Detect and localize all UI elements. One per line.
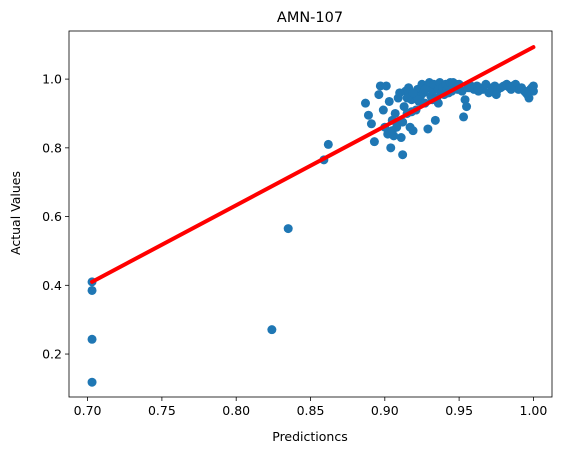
scatter-point-96: [395, 88, 405, 98]
scatter-point-106: [408, 88, 418, 98]
scatter-point-22: [390, 108, 400, 118]
scatter-point-44: [423, 124, 433, 134]
scatter-point-7: [323, 139, 333, 149]
scatter-point-28: [399, 102, 409, 112]
y-tick-label-2: 0.6: [42, 209, 62, 224]
scatter-point-26: [396, 133, 406, 143]
scatter-point-1: [87, 285, 97, 295]
scatter-point-97: [402, 93, 412, 103]
scatter-point-95: [528, 86, 538, 96]
scatter-point-11: [369, 137, 379, 147]
x-tick-label-1: 0.75: [148, 403, 176, 418]
scatter-point-113: [521, 88, 531, 98]
y-tick-label-1: 0.4: [42, 278, 62, 293]
y-axis-label: Actual Values: [8, 171, 23, 255]
scatter-point-110: [473, 86, 483, 96]
scatter-point-109: [465, 83, 475, 93]
x-tick-label-4: 0.90: [371, 403, 399, 418]
scatter-point-4: [267, 325, 277, 335]
x-tick-label-0: 0.70: [74, 403, 102, 418]
x-tick-label-2: 0.80: [222, 403, 250, 418]
scatter-point-10: [366, 119, 376, 129]
scatter-point-19: [386, 143, 396, 153]
scatter-point-112: [506, 84, 516, 94]
y-tick-label-0: 0.2: [42, 347, 62, 362]
scatter-point-104: [413, 95, 422, 105]
scatter-point-68: [460, 95, 470, 105]
scatter-point-8: [360, 98, 370, 108]
scatter-point-9: [363, 110, 373, 120]
scatter-point-12: [374, 90, 384, 100]
scatter-point-98: [387, 126, 397, 136]
x-axis-label: Predictioncs: [272, 429, 347, 444]
scatter-point-3: [87, 377, 97, 387]
y-tick-label-3: 0.8: [42, 140, 62, 155]
regression-line: [90, 45, 536, 284]
scatter-point-2: [87, 334, 97, 344]
fit-line-layer: [90, 45, 536, 284]
scatter-point-69: [462, 102, 472, 112]
scatter-point-5: [283, 224, 293, 234]
scatter-point-34: [408, 126, 418, 136]
scatter-point-111: [491, 90, 501, 100]
x-tick-label-5: 0.95: [445, 403, 473, 418]
scatter-point-67: [459, 112, 469, 122]
chart-title: AMN-107: [277, 10, 343, 26]
scatter-point-100: [420, 84, 430, 94]
scatter-point-16: [381, 81, 391, 91]
scatter-point-49: [430, 115, 440, 125]
scatter-point-14: [378, 105, 388, 115]
scatter-point-18: [384, 96, 394, 106]
scatter-points: [87, 78, 538, 387]
x-tick-label-3: 0.85: [297, 403, 325, 418]
axes: 0.70 0.75 0.80 0.85 0.90 0.95 1.00 0.2 0.4 0.6 0.8…: [42, 30, 553, 418]
y-tick-label-4: 1.0: [42, 72, 62, 87]
x-tick-label-6: 1.00: [520, 403, 548, 418]
scatter-point-27: [398, 150, 408, 160]
